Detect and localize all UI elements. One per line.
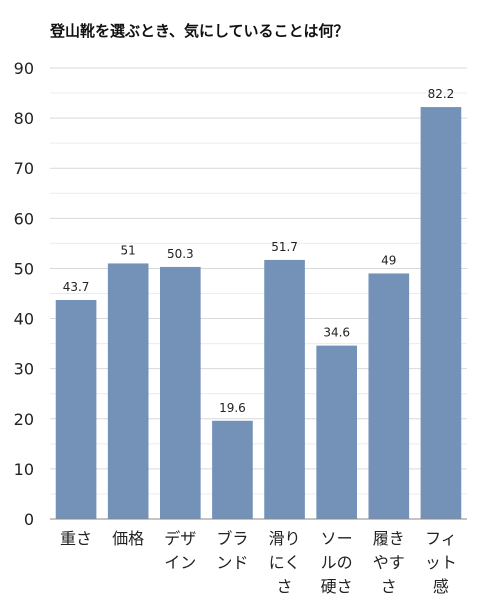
data-label: 82.2	[428, 87, 455, 101]
data-label: 51	[121, 243, 136, 257]
x-category-label: 感	[433, 577, 449, 596]
x-category-label: さ	[381, 577, 397, 596]
x-category-label: ブラ	[216, 529, 248, 548]
x-category-label: やす	[373, 553, 405, 572]
data-label: 19.6	[219, 401, 246, 415]
bar	[107, 263, 149, 519]
bar	[368, 273, 410, 519]
y-tick-label: 0	[24, 510, 34, 529]
data-label: 43.7	[63, 280, 90, 294]
bar	[264, 259, 305, 519]
x-category-label: 履き	[373, 529, 405, 548]
data-label: 49	[381, 253, 396, 267]
y-tick-label: 50	[14, 259, 34, 278]
x-category-label: 価格	[112, 529, 144, 548]
x-category-label: ット	[425, 553, 457, 572]
x-category-label: 硬さ	[321, 577, 353, 596]
y-tick-label: 80	[14, 109, 34, 128]
y-tick-label: 90	[14, 59, 34, 78]
y-tick-label: 70	[14, 159, 34, 178]
x-category-label: 滑り	[269, 529, 301, 548]
y-tick-label: 30	[14, 360, 34, 379]
data-label: 51.7	[271, 240, 298, 254]
chart-title: 登山靴を選ぶとき、気にしていることは何？	[50, 22, 349, 40]
x-category-label: デザ	[164, 529, 196, 548]
x-category-label: ンド	[216, 553, 248, 572]
data-label: 34.6	[323, 326, 350, 340]
x-category-label: ソー	[321, 529, 353, 548]
y-tick-label: 20	[14, 410, 34, 429]
bar	[159, 266, 201, 519]
bar	[316, 345, 358, 519]
y-tick-label: 60	[14, 209, 34, 228]
bar	[55, 300, 97, 519]
x-category-label: フィ	[425, 529, 457, 548]
y-tick-label: 40	[14, 310, 34, 329]
x-category-label: イン	[164, 553, 196, 572]
y-tick-label: 10	[14, 460, 34, 479]
x-category-label: さ	[277, 577, 293, 596]
x-category-label: 重さ	[60, 529, 92, 548]
x-category-label: にく	[269, 553, 301, 572]
bar	[420, 107, 462, 519]
bar	[212, 420, 253, 519]
data-label: 50.3	[167, 247, 194, 261]
x-category-label: ルの	[321, 553, 353, 572]
